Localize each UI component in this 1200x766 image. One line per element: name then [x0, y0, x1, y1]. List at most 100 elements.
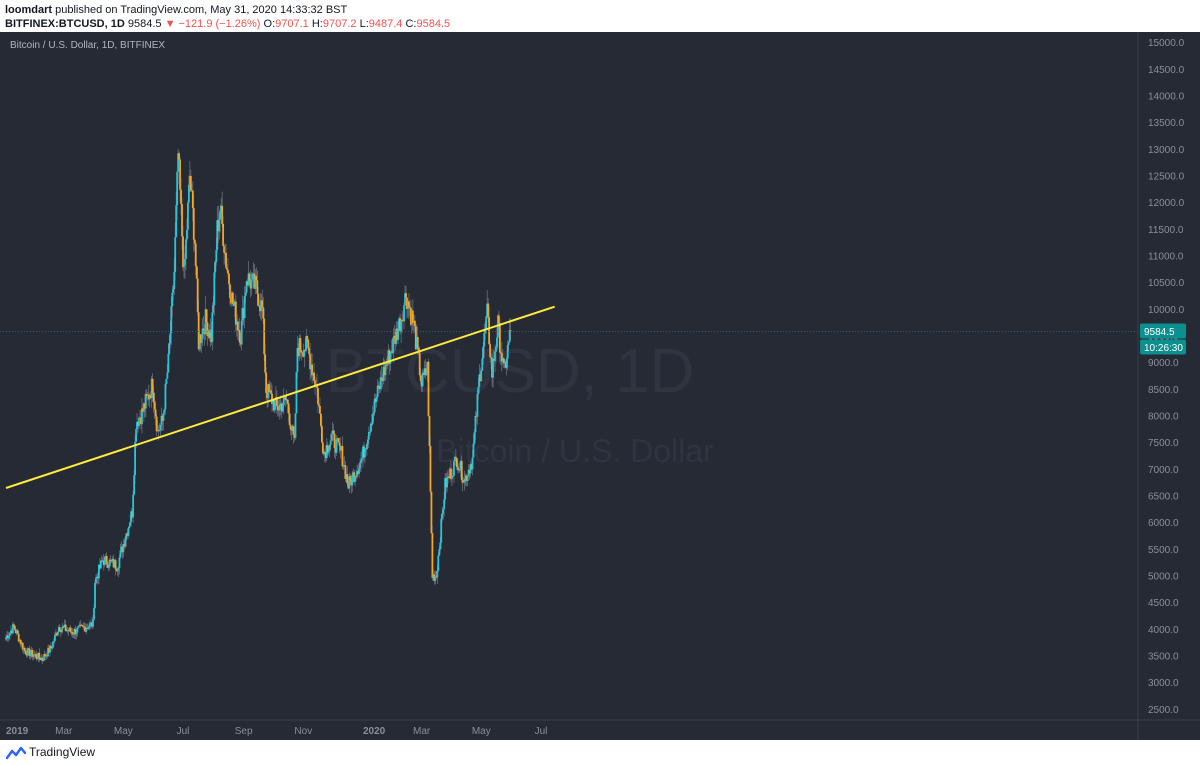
candle-body [400, 320, 403, 332]
candle-body [382, 366, 385, 381]
candle-body [87, 627, 90, 629]
candle-body [217, 220, 220, 232]
candle-body [369, 423, 372, 432]
candle-body [302, 352, 305, 357]
x-tick-label: Sep [235, 726, 253, 737]
candle-body [140, 417, 142, 425]
y-tick-label: 5000.0 [1148, 572, 1179, 583]
candle-body [505, 358, 508, 368]
candle-body [305, 336, 308, 351]
candle-body [439, 542, 442, 550]
candle-body [467, 469, 470, 477]
y-tick-label: 4000.0 [1148, 625, 1179, 636]
candle-body [430, 491, 433, 534]
candle-body [220, 205, 223, 211]
candle-body [477, 386, 480, 394]
chart-area[interactable]: BTCUSD, 1D Bitcoin / U.S. Dollar 2500.0 300… [0, 32, 1200, 740]
candle-body [266, 392, 269, 398]
candle-body [137, 421, 139, 427]
watermark-symbol: BTCUSD, 1D [326, 337, 695, 406]
candle-body [183, 265, 185, 268]
candle-body [424, 368, 427, 376]
candle-body [286, 399, 289, 404]
candle-body [472, 443, 475, 458]
y-tick-label: 14000.0 [1148, 92, 1185, 103]
trend-line[interactable] [5, 305, 555, 489]
candle-body [509, 330, 512, 332]
candle-body [231, 292, 234, 304]
candle-body [420, 380, 423, 387]
x-tick-label: 2019 [6, 726, 29, 737]
chart-title: Bitcoin / U.S. Dollar, 1D, BITFINEX [10, 40, 166, 51]
candle-body [105, 556, 108, 565]
candle-body [497, 315, 499, 338]
candle-body [343, 465, 346, 467]
candle-body [357, 471, 359, 474]
candle-body [389, 352, 392, 365]
candle-body [111, 558, 114, 562]
candle-body [385, 364, 388, 366]
candle-body [39, 657, 42, 661]
candle-body [311, 364, 314, 376]
candle-body [501, 358, 504, 362]
candle-body [293, 435, 296, 438]
candle-body [272, 399, 274, 404]
candle-body [209, 329, 212, 338]
candle-body [195, 266, 198, 279]
author-name[interactable]: loomdart [5, 4, 53, 16]
candle-body [23, 647, 26, 651]
candle-body [393, 335, 396, 338]
candle-body [260, 300, 263, 312]
candle-body [334, 448, 337, 453]
x-tick-label: 2020 [363, 726, 386, 737]
candle-body [265, 372, 268, 393]
candle-body [253, 273, 256, 289]
candle-body [257, 293, 260, 306]
candle-body [499, 352, 502, 354]
candle-body [446, 477, 448, 488]
candle-body [374, 398, 377, 402]
candle-body [139, 417, 141, 419]
candle-body [425, 373, 428, 376]
candle-body [158, 430, 161, 432]
candle-body [324, 452, 327, 459]
candle-body [103, 556, 106, 566]
candle-body [347, 482, 350, 489]
countdown-tag-label: 10:26:30 [1144, 343, 1183, 354]
candle-body [248, 273, 251, 281]
candle-body [491, 357, 493, 378]
candle-body [336, 438, 339, 440]
y-tick-label: 9000.0 [1148, 358, 1179, 369]
candle-body [59, 631, 62, 633]
candle-body [109, 559, 112, 561]
candle-body [356, 471, 359, 477]
candle-body [483, 332, 486, 347]
tradingview-logo-icon[interactable] [6, 745, 26, 761]
candle-body [52, 641, 54, 648]
candle-body [340, 446, 343, 451]
candle-body [320, 426, 323, 443]
candle-body [145, 394, 148, 396]
candle-body [435, 576, 438, 578]
candle-body [300, 350, 303, 353]
candle-body [433, 574, 436, 581]
candle-body [341, 446, 344, 467]
candle-body [68, 627, 71, 632]
candle-body [208, 330, 211, 338]
high-value: 9707.2 [322, 18, 357, 30]
candle-body [442, 509, 445, 514]
candle-body [157, 430, 160, 432]
candle-body [471, 457, 474, 470]
y-tick-label: 13500.0 [1148, 118, 1185, 129]
candle-body [498, 323, 501, 353]
candle-body [197, 312, 200, 350]
candle-body [462, 481, 465, 483]
price-chart[interactable]: BTCUSD, 1D Bitcoin / U.S. Dollar 2500.0 300… [0, 32, 1200, 740]
candle-body [33, 654, 36, 656]
tradingview-brand[interactable]: TradingView [29, 745, 96, 759]
candle-body [38, 652, 41, 658]
candle-body [397, 328, 400, 340]
candle-body [30, 649, 33, 654]
candle-body [188, 175, 191, 185]
candle-body [250, 279, 253, 289]
